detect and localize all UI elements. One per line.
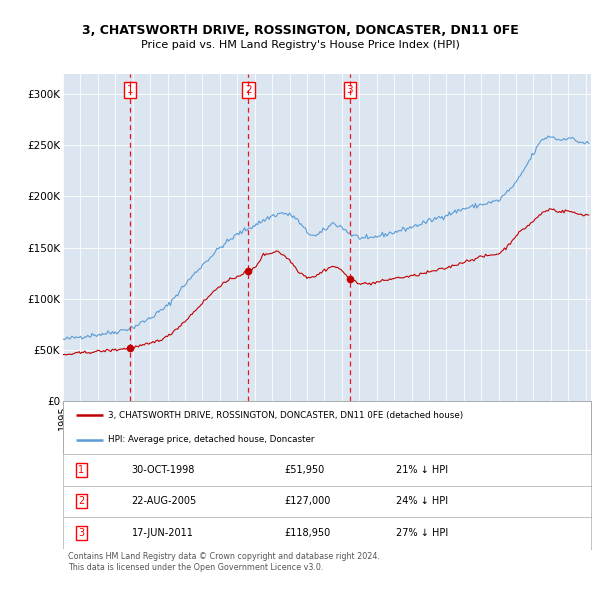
Text: 2: 2 [79, 496, 85, 506]
Text: HPI: Average price, detached house, Doncaster: HPI: Average price, detached house, Donc… [108, 435, 314, 444]
Text: 27% ↓ HPI: 27% ↓ HPI [395, 528, 448, 538]
Text: 1: 1 [79, 465, 85, 475]
Text: 3: 3 [347, 85, 353, 95]
Text: Price paid vs. HM Land Registry's House Price Index (HPI): Price paid vs. HM Land Registry's House … [140, 40, 460, 50]
Text: 17-JUN-2011: 17-JUN-2011 [131, 528, 194, 538]
Text: 3, CHATSWORTH DRIVE, ROSSINGTON, DONCASTER, DN11 0FE (detached house): 3, CHATSWORTH DRIVE, ROSSINGTON, DONCAST… [108, 411, 463, 420]
Text: 21% ↓ HPI: 21% ↓ HPI [395, 465, 448, 475]
Text: This data is licensed under the Open Government Licence v3.0.: This data is licensed under the Open Gov… [68, 563, 323, 572]
Text: Contains HM Land Registry data © Crown copyright and database right 2024.: Contains HM Land Registry data © Crown c… [68, 552, 380, 560]
Text: 3, CHATSWORTH DRIVE, ROSSINGTON, DONCASTER, DN11 0FE: 3, CHATSWORTH DRIVE, ROSSINGTON, DONCAST… [82, 24, 518, 37]
Text: £51,950: £51,950 [285, 465, 325, 475]
Text: 1: 1 [127, 85, 133, 95]
Text: 24% ↓ HPI: 24% ↓ HPI [395, 496, 448, 506]
Text: 2: 2 [245, 85, 252, 95]
Text: £118,950: £118,950 [285, 528, 331, 538]
Text: 22-AUG-2005: 22-AUG-2005 [131, 496, 197, 506]
Text: £127,000: £127,000 [285, 496, 331, 506]
Text: 30-OCT-1998: 30-OCT-1998 [131, 465, 195, 475]
Text: 3: 3 [79, 528, 85, 538]
